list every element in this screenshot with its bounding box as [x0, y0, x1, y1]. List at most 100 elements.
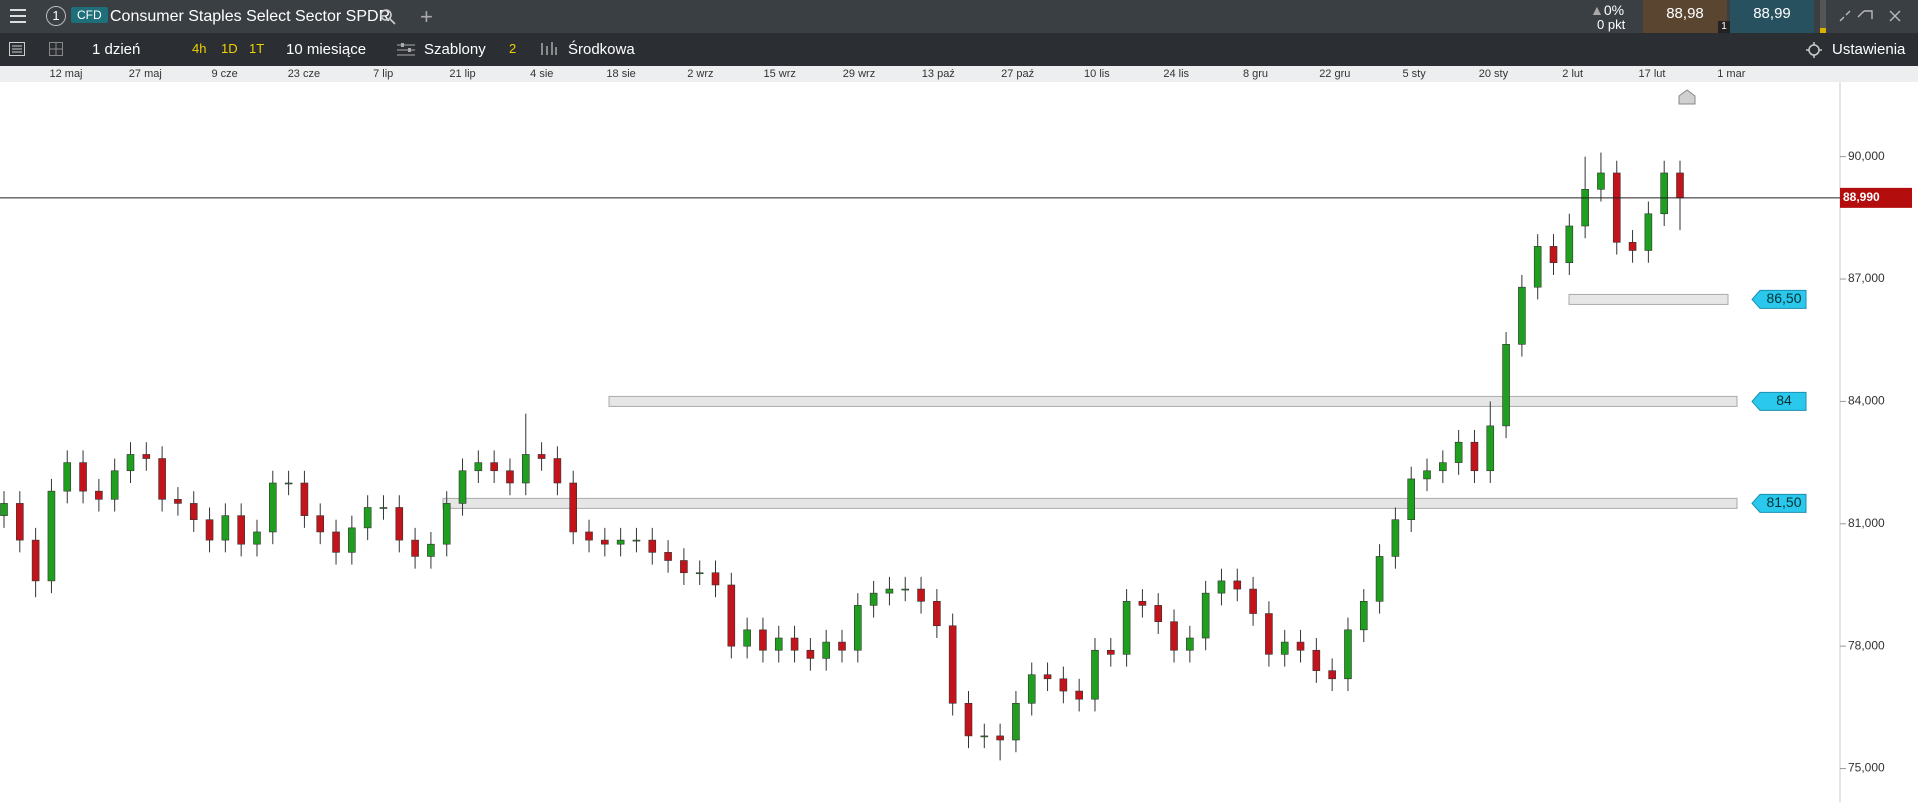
x-tick-label: 20 sty [1479, 68, 1509, 80]
candle-body [996, 735, 1004, 741]
change-percent: ▲0% [1590, 2, 1625, 18]
x-tick-label: 27 paź [1001, 68, 1034, 80]
search-icon[interactable] [380, 9, 396, 25]
candle-body [901, 588, 910, 591]
candle-body [1676, 172, 1684, 199]
level-zone [1568, 293, 1729, 305]
candle-body [1217, 580, 1226, 594]
candle-body [806, 649, 815, 659]
candle-body [189, 503, 198, 521]
x-tick-label: 18 sie [606, 68, 635, 80]
candle-body [1423, 470, 1431, 480]
candle-body [427, 543, 435, 557]
templates[interactable]: Szablony [424, 41, 486, 58]
candle-body [1059, 678, 1068, 692]
layout-icon[interactable] [49, 42, 63, 56]
y-tick-label: 81,000 [1848, 516, 1885, 530]
candle-body [980, 735, 989, 738]
candle-body [1170, 621, 1178, 651]
candle-body [1628, 242, 1637, 251]
x-tick-label: 12 maj [49, 68, 82, 80]
candle-body [743, 629, 751, 647]
indicator[interactable]: Środkowa [568, 41, 635, 58]
settings[interactable]: Ustawienia [1832, 41, 1906, 58]
candle-body [174, 499, 182, 504]
candle-body [521, 454, 530, 484]
candle-body [1549, 246, 1558, 264]
candle-body [1265, 613, 1273, 655]
level-label: 81,50 [1766, 494, 1801, 510]
candle-body [774, 637, 783, 651]
x-tick-label: 13 paź [922, 68, 955, 80]
level-zone [442, 497, 1738, 509]
x-tick-label: 1 mar [1717, 68, 1745, 80]
quantity: 1 [1718, 21, 1730, 33]
x-tick-label: 4 sie [530, 68, 553, 80]
window-controls[interactable] [1838, 9, 1910, 23]
indicator-icon[interactable] [540, 41, 558, 57]
level-tag [1751, 289, 1807, 309]
quick-interval[interactable]: 1D [221, 41, 238, 56]
x-tick-label: 15 wrz [763, 68, 795, 80]
candle-body [537, 454, 546, 459]
x-tick-label: 23 cze [288, 68, 320, 80]
candle-body [569, 482, 578, 533]
candle-body [854, 605, 862, 651]
quick-interval[interactable]: 4h [192, 41, 207, 56]
instrument-name[interactable]: Consumer Staples Select Sector SPDR [110, 8, 391, 25]
candle-body [284, 482, 293, 485]
x-tick-label: 21 lip [449, 68, 475, 80]
change-percent-value: 0% [1603, 2, 1625, 18]
candle-body [601, 539, 609, 545]
x-tick-label: 8 gru [1243, 68, 1268, 80]
candle-body [553, 458, 562, 484]
candle-body [1597, 172, 1605, 190]
level-zone [608, 395, 1738, 407]
candle-body [47, 490, 56, 582]
templates-icon[interactable] [397, 43, 415, 57]
level-label: 84 [1776, 392, 1792, 408]
templates-count: 2 [509, 41, 517, 56]
list-icon[interactable] [9, 42, 25, 56]
x-tick-label: 22 gru [1319, 68, 1350, 80]
menu-icon[interactable] [10, 9, 26, 23]
candle-body [268, 482, 277, 533]
candle-body [474, 462, 483, 472]
marker-icon[interactable] [1678, 89, 1696, 105]
candle-body [1280, 641, 1289, 655]
candle-body [348, 527, 356, 553]
candle-body [442, 503, 451, 545]
candle-body [1565, 225, 1574, 264]
candle-body [1075, 690, 1083, 700]
candle-body [1201, 592, 1210, 639]
candle-body [1296, 641, 1305, 651]
candle-body [158, 458, 166, 500]
date-axis [0, 66, 1918, 82]
candle-body [205, 519, 214, 541]
sell-price[interactable]: 88,98 [1643, 0, 1727, 33]
y-tick-label: 84,000 [1848, 394, 1885, 408]
level-tag [1751, 391, 1807, 411]
settings-icon[interactable] [1806, 42, 1822, 58]
candle-body [110, 470, 119, 500]
buy-price[interactable]: 88,99 [1730, 0, 1814, 33]
candle-body [316, 515, 325, 533]
candle-body [648, 539, 657, 553]
top-bar: 1 CFD Consumer Staples Select Sector SPD… [0, 0, 1918, 33]
quick-interval[interactable]: 1T [249, 41, 265, 56]
cfd-badge: CFD [71, 7, 108, 23]
candle-body [711, 572, 720, 586]
candle-body [680, 560, 688, 574]
tab-number[interactable]: 1 [46, 6, 66, 26]
candle-body [506, 470, 514, 484]
add-tab[interactable]: + [420, 4, 433, 29]
interval[interactable]: 1 dzień [92, 41, 141, 58]
candle-body [1581, 188, 1589, 227]
candle-body [95, 490, 103, 500]
candle-body [1138, 600, 1147, 606]
candle-body [948, 625, 957, 704]
candle-body [126, 454, 135, 472]
candle-body [917, 588, 925, 602]
candle-body [695, 572, 704, 575]
range[interactable]: 10 miesiące [286, 41, 367, 58]
